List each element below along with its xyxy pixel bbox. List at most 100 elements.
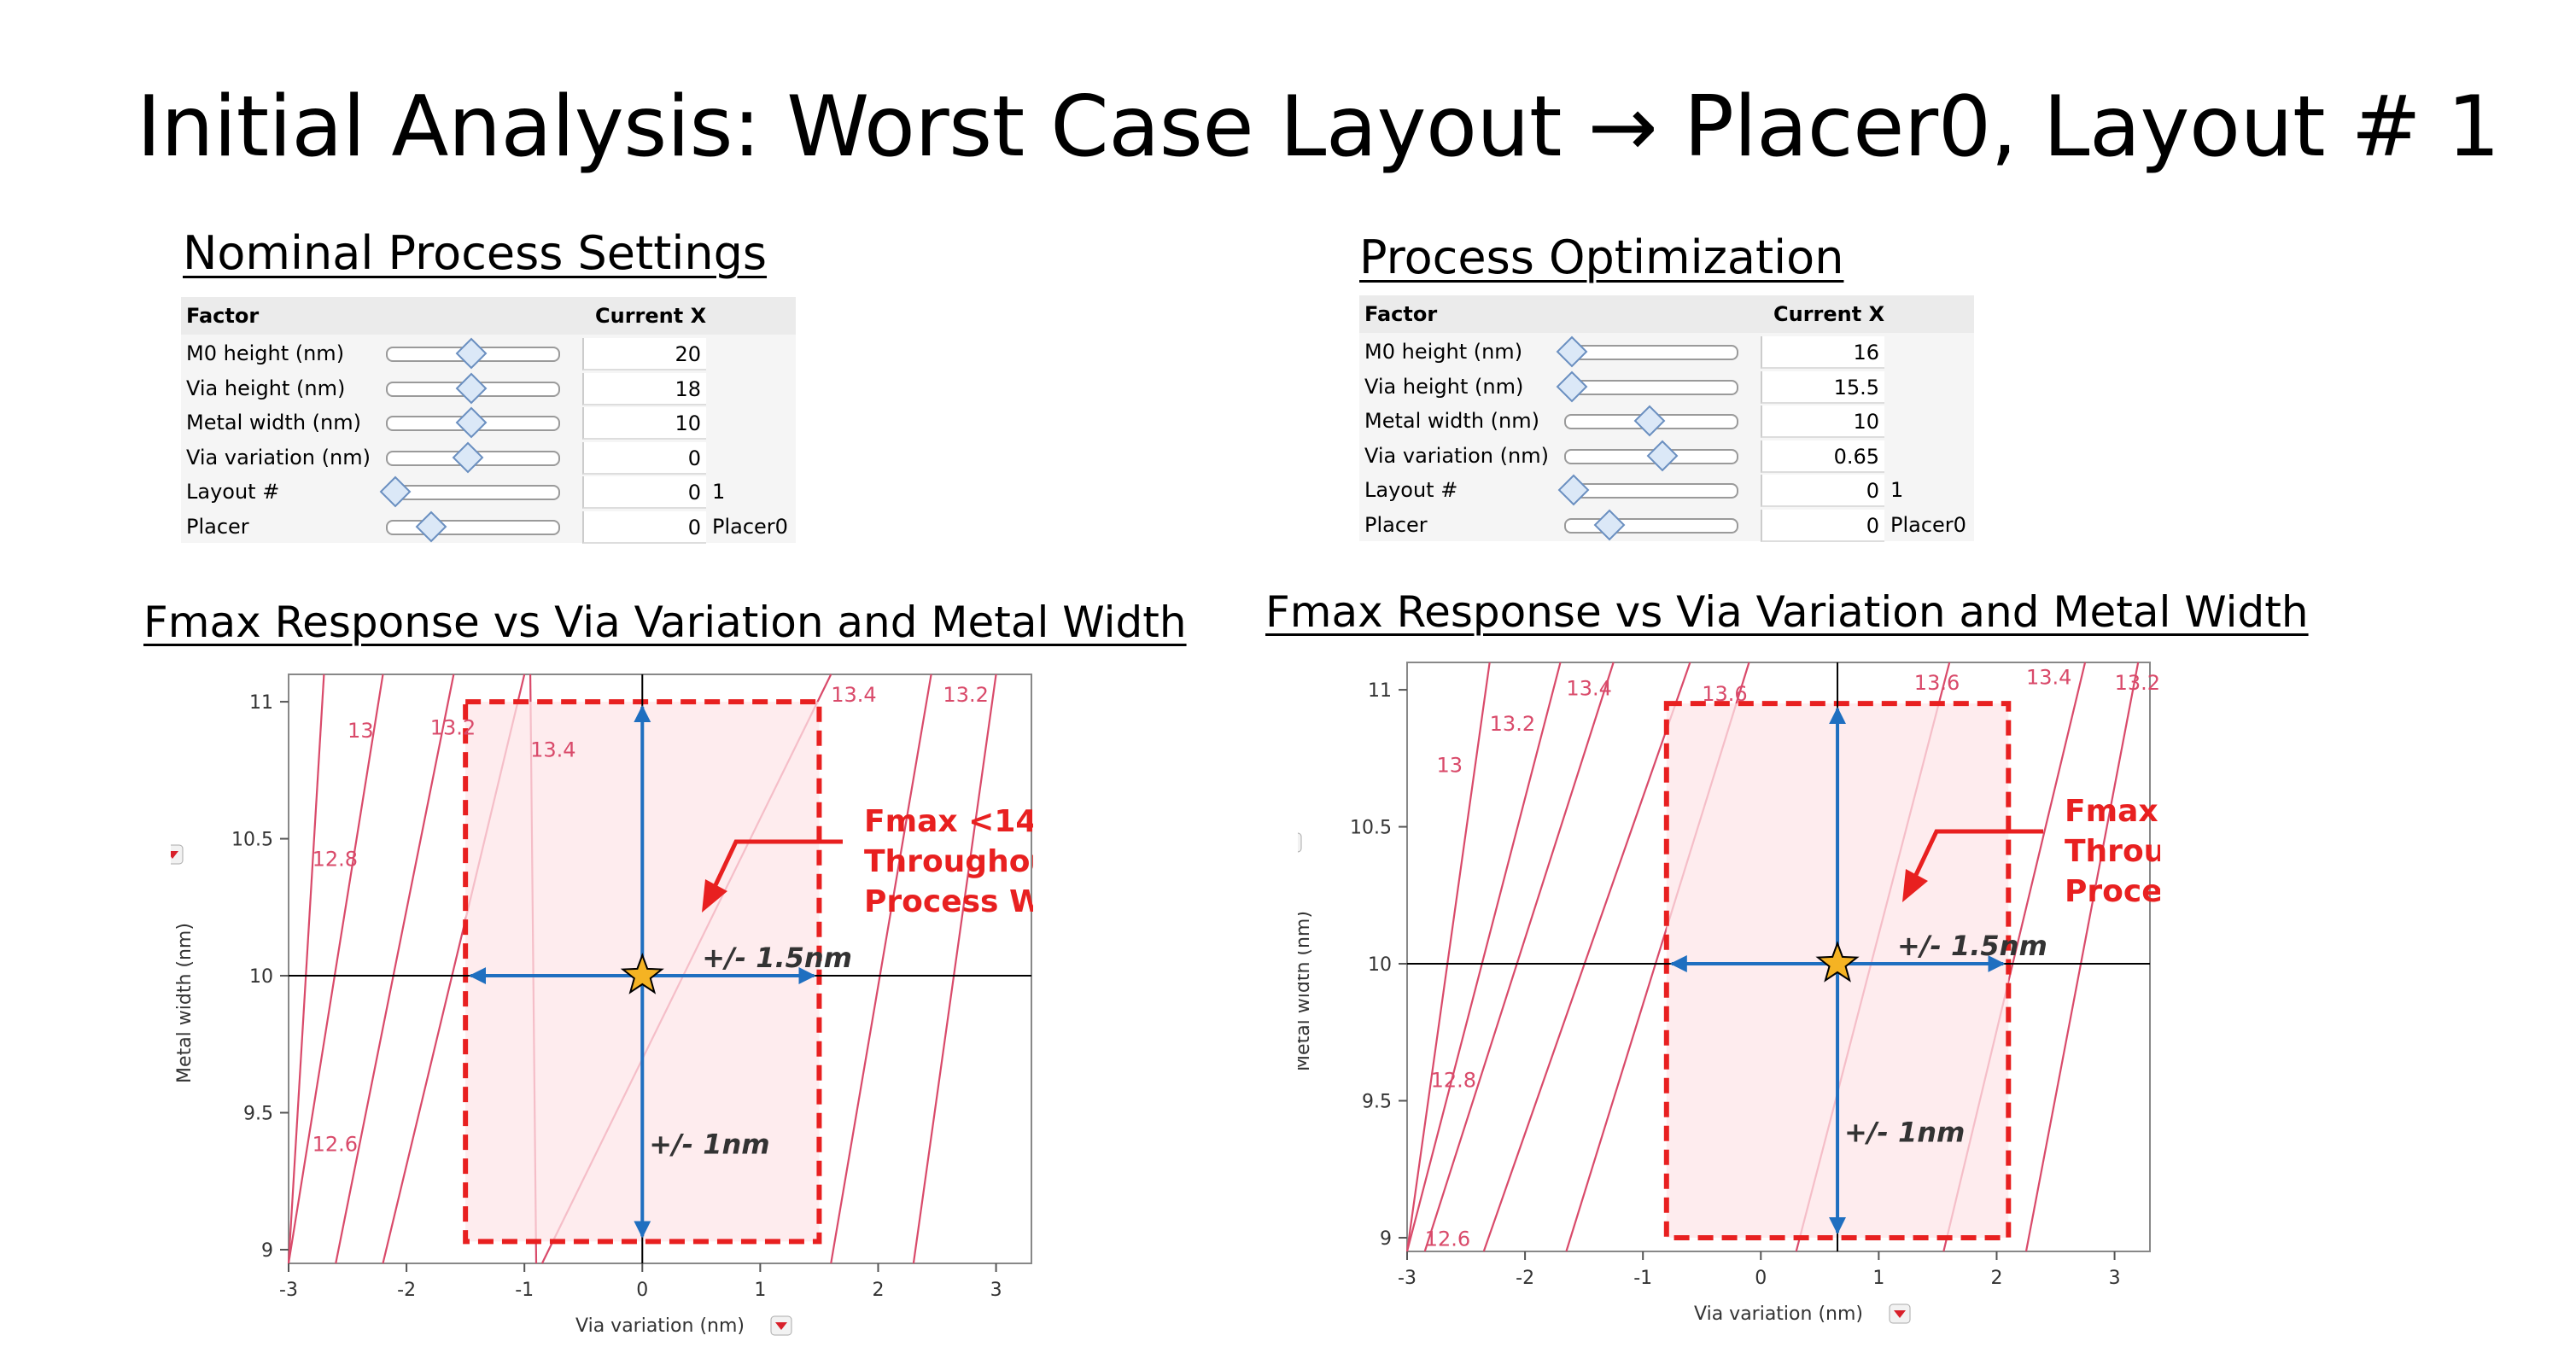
contour-label: 13.6 [1914,671,1960,695]
contour-label: 13.6 [1702,682,1747,706]
factor-level-label: Placer0 [712,514,788,539]
x-tick-label: 2 [1990,1268,2002,1289]
factor-slider[interactable] [386,510,560,542]
factor-label: Layout # [1364,478,1458,502]
y-tick-label: 9.5 [243,1103,273,1124]
factor-slider[interactable] [379,475,560,508]
y-axis-menu-icon [171,844,184,865]
contour-label: 12.6 [1425,1228,1470,1251]
slider-thumb[interactable] [455,337,488,370]
horizontal-range-label: +/- 1.5nm [702,942,852,974]
factor-slider[interactable] [386,337,560,370]
slider-thumb[interactable] [1556,335,1588,368]
factor-label: M0 height (nm) [1364,340,1523,364]
factor-slider[interactable] [1557,474,1738,506]
current-value-field[interactable]: 0.65 [1761,440,1884,473]
slider-thumb[interactable] [455,406,488,439]
contour-line [287,674,325,1264]
contour-line [1405,662,1491,1252]
y-tick-label: 10 [249,966,273,988]
factor-level-label: Placer0 [1890,512,1966,537]
slider-thumb[interactable] [1593,509,1625,540]
vertical-range-label: +/- 1nm [649,1128,769,1161]
factor-label: Metal width (nm) [186,411,361,434]
factor-slider[interactable] [386,406,560,439]
factor-slider[interactable] [1564,405,1738,437]
x-tick-label: -1 [1633,1268,1652,1289]
slider-thumb[interactable] [1633,405,1666,437]
contour-label: 13.2 [430,716,476,740]
vertical-range-label: +/- 1nm [1844,1117,1965,1149]
slider-thumb[interactable] [1646,440,1679,471]
x-tick-label: -3 [1398,1268,1417,1289]
current-value-field[interactable]: 15.5 [1761,370,1884,404]
contour-line [912,674,997,1264]
current-value-field[interactable]: 10 [582,407,706,440]
contour-label: 12.6 [313,1132,358,1156]
y-tick-label: 10.5 [1350,818,1392,839]
factor-slider[interactable] [1556,370,1738,402]
x-tick-label: 0 [636,1280,648,1301]
table-header-bar [181,297,796,335]
y-tick-label: 9 [1380,1228,1392,1250]
current-value-field[interactable]: 0 [1761,475,1884,507]
current-value-field[interactable]: 10 [1761,405,1884,438]
table-header-bar [1359,295,1974,333]
factor-label: Via variation (nm) [1364,443,1549,468]
current-point-star [1815,941,1860,983]
current-value-field[interactable]: 18 [582,372,706,405]
current-value-field[interactable]: 0 [1761,509,1884,542]
factor-slider[interactable] [1556,335,1738,368]
slider-thumb[interactable] [415,510,447,542]
annotation-text: Throughout [864,844,1033,879]
annotation-text: Process Window [2065,874,2160,909]
factor-slider[interactable] [1564,440,1738,471]
y-axis-menu-icon [171,851,178,859]
slider-thumb[interactable] [452,441,484,473]
current-value-field[interactable]: 0 [582,476,706,509]
factor-label: M0 height (nm) [186,341,345,365]
left-prediction-profiler-table: Factor Current X M0 height (nm) 20 Via heigh… [181,297,796,544]
contour-label: 12.8 [313,848,358,872]
current-value-field[interactable]: 0 [582,510,706,544]
annotation-arrow-line [1913,829,2043,878]
slider-thumb[interactable] [1556,370,1588,402]
factor-label: Via variation (nm) [186,445,371,469]
current-value-field[interactable]: 0 [582,441,706,475]
factor-slider[interactable] [386,372,560,404]
contour-label: 12.8 [1431,1068,1476,1092]
annotation-text: Fmax <14 A.U. [864,804,1033,839]
slider-thumb[interactable] [379,475,412,508]
y-axis-label: Metal width (nm) [174,923,196,1083]
factor-label: Placer [186,514,249,539]
left-plot-title: Fmax Response vs Via Variation and Metal… [143,598,1187,647]
current-x-header: Current X [595,304,707,328]
x-axis-label: Via variation (nm) [575,1315,745,1337]
current-x-header: Current X [1773,302,1885,326]
slider-thumb[interactable] [1557,474,1590,506]
contour-label: 13.4 [2026,666,2071,690]
right-prediction-profiler-table: Factor Current X M0 height (nm) 16 Via heigh… [1359,295,1974,542]
left-contour-plot: 13 13.213.413.4 13.212.812.6+/- 1.5nm+/- 1… [171,674,1033,1337]
contour-line [335,674,455,1264]
x-tick-label: 3 [2109,1268,2121,1289]
factor-header: Factor [186,304,260,328]
current-value-field[interactable]: 20 [582,338,706,370]
factor-header: Factor [1364,302,1438,326]
y-tick-label: 11 [249,692,273,714]
contour-label: 13 [348,719,374,743]
y-tick-label: 9 [261,1240,273,1262]
x-tick-label: 1 [1872,1268,1884,1289]
factor-slider[interactable] [1564,509,1738,540]
current-value-field[interactable]: 16 [1761,336,1884,369]
right-plot-title: Fmax Response vs Via Variation and Metal… [1265,587,2309,637]
x-axis-label: Via variation (nm) [1694,1303,1863,1325]
factor-label: Placer [1364,512,1428,537]
slider-thumb[interactable] [455,372,488,404]
contour-line [287,674,384,1264]
horizontal-range-label: +/- 1.5nm [1897,930,2047,962]
factor-slider[interactable] [386,441,560,473]
y-axis-label: Metal width (nm) [1298,911,1314,1071]
contour-label: 13.2 [1490,712,1535,736]
contour-line [1405,662,1562,1252]
